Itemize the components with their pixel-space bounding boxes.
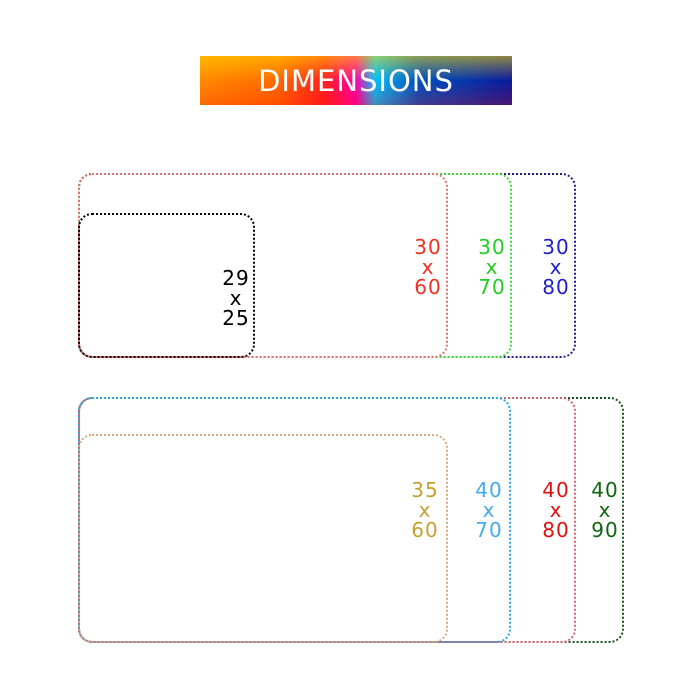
- dimension-label-h: 70: [475, 518, 503, 542]
- dimension-label-sep: x: [418, 498, 432, 522]
- dimension-box: [78, 434, 448, 643]
- dimension-label-w: 29: [222, 266, 250, 290]
- title: DIMENSIONS: [258, 63, 454, 98]
- dimension-label-h: 70: [478, 275, 506, 299]
- dimension-label-sep: x: [485, 255, 499, 279]
- dimension-label-sep: x: [482, 498, 496, 522]
- dimension-label-sep: x: [229, 286, 243, 310]
- dimension-label-h: 80: [542, 275, 570, 299]
- dimension-label: 40 x 90: [585, 480, 625, 540]
- dimension-label: 29 x 25: [216, 268, 256, 328]
- dimension-label-h: 60: [411, 518, 439, 542]
- dimension-label-w: 30: [478, 235, 506, 259]
- dimension-label-w: 40: [591, 478, 619, 502]
- dimension-label-w: 40: [475, 478, 503, 502]
- dimension-label-sep: x: [549, 498, 563, 522]
- dimension-label-w: 40: [542, 478, 570, 502]
- dimension-label-h: 90: [591, 518, 619, 542]
- dimension-label-sep: x: [549, 255, 563, 279]
- dimension-label-h: 25: [222, 306, 250, 330]
- dimension-label-sep: x: [421, 255, 435, 279]
- dimension-box: [78, 213, 255, 358]
- dimension-label: 30 x 60: [408, 237, 448, 297]
- dimension-label-w: 35: [411, 478, 439, 502]
- title-banner: DIMENSIONS: [200, 56, 512, 105]
- dimension-label: 30 x 70: [472, 237, 512, 297]
- dimension-label: 35 x 60: [405, 480, 445, 540]
- dimension-label-w: 30: [414, 235, 442, 259]
- dimension-label: 30 x 80: [536, 237, 576, 297]
- dimension-label-sep: x: [598, 498, 612, 522]
- dimension-label: 40 x 70: [469, 480, 509, 540]
- dimension-label: 40 x 80: [536, 480, 576, 540]
- dimension-label-h: 60: [414, 275, 442, 299]
- dimension-label-h: 80: [542, 518, 570, 542]
- dimension-label-w: 30: [542, 235, 570, 259]
